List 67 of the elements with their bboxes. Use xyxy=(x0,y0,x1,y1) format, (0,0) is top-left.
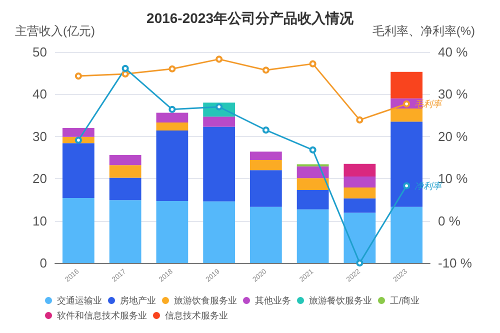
y-tick-label: 30 xyxy=(32,128,47,144)
bar xyxy=(344,198,376,213)
bar xyxy=(109,165,142,178)
bar xyxy=(296,166,329,178)
bar xyxy=(62,128,94,137)
point xyxy=(168,65,176,72)
bar xyxy=(203,201,235,263)
point xyxy=(403,182,410,190)
point xyxy=(356,260,364,266)
legend-label: 其他业务 xyxy=(255,296,291,306)
legend-label: 信息技术服务业 xyxy=(165,310,228,320)
bar xyxy=(109,154,142,166)
point xyxy=(122,70,129,78)
chart-title: 2016-2023年公司分产品收入情况 xyxy=(146,10,354,26)
bar xyxy=(62,143,94,198)
bar xyxy=(250,206,282,263)
y-tick-label: 0 xyxy=(40,256,47,270)
bar xyxy=(62,198,94,263)
point xyxy=(216,56,223,63)
legend-label: 交通运输业 xyxy=(57,296,102,306)
point xyxy=(168,106,176,113)
bar xyxy=(203,126,235,202)
legend-label: 旅游餐饮服务业 xyxy=(309,296,372,306)
point xyxy=(403,100,410,108)
legend-label: 房地产业 xyxy=(120,296,156,306)
bar xyxy=(344,187,376,198)
bar xyxy=(344,212,376,263)
bar xyxy=(344,176,376,188)
bar xyxy=(344,164,376,176)
point xyxy=(216,103,223,110)
y2-tick-label: 0 % xyxy=(438,213,461,228)
bar xyxy=(250,170,282,207)
y-tick-label: 10 xyxy=(32,213,47,228)
y-tick-label: 50 xyxy=(32,44,47,60)
bar xyxy=(156,122,188,130)
point xyxy=(262,66,270,74)
point xyxy=(74,72,82,80)
bar xyxy=(296,178,329,190)
bar xyxy=(203,116,235,127)
bar xyxy=(390,72,422,98)
point xyxy=(262,126,270,134)
legend-label: 软件和信息技术服务业 xyxy=(57,310,147,320)
y2-tick-label: -10 % xyxy=(438,256,472,270)
bar xyxy=(250,160,282,170)
bar xyxy=(109,200,142,263)
point xyxy=(309,60,316,68)
bar xyxy=(390,206,422,263)
y-axis-title: 主营收入(亿元) xyxy=(15,24,95,38)
bar xyxy=(156,112,188,122)
y2-tick-label: 20 % xyxy=(438,128,468,144)
bar xyxy=(250,152,282,160)
point xyxy=(356,116,364,124)
bar xyxy=(109,178,142,200)
y2-tick-label: 40 % xyxy=(438,44,468,60)
bar xyxy=(156,200,188,263)
bar xyxy=(156,130,188,201)
y-tick-label: 20 xyxy=(32,171,47,186)
point xyxy=(122,64,129,72)
y2-axis-title: 毛利率、净利率(%) xyxy=(372,24,475,38)
point xyxy=(74,136,82,144)
legend-label: 工/商业 xyxy=(390,296,420,306)
legend-label: 旅游饮食服务业 xyxy=(174,296,237,306)
y-tick-label: 40 xyxy=(32,86,47,102)
bar xyxy=(390,108,422,122)
point xyxy=(309,146,316,154)
bar xyxy=(296,190,329,210)
bar xyxy=(296,209,329,263)
